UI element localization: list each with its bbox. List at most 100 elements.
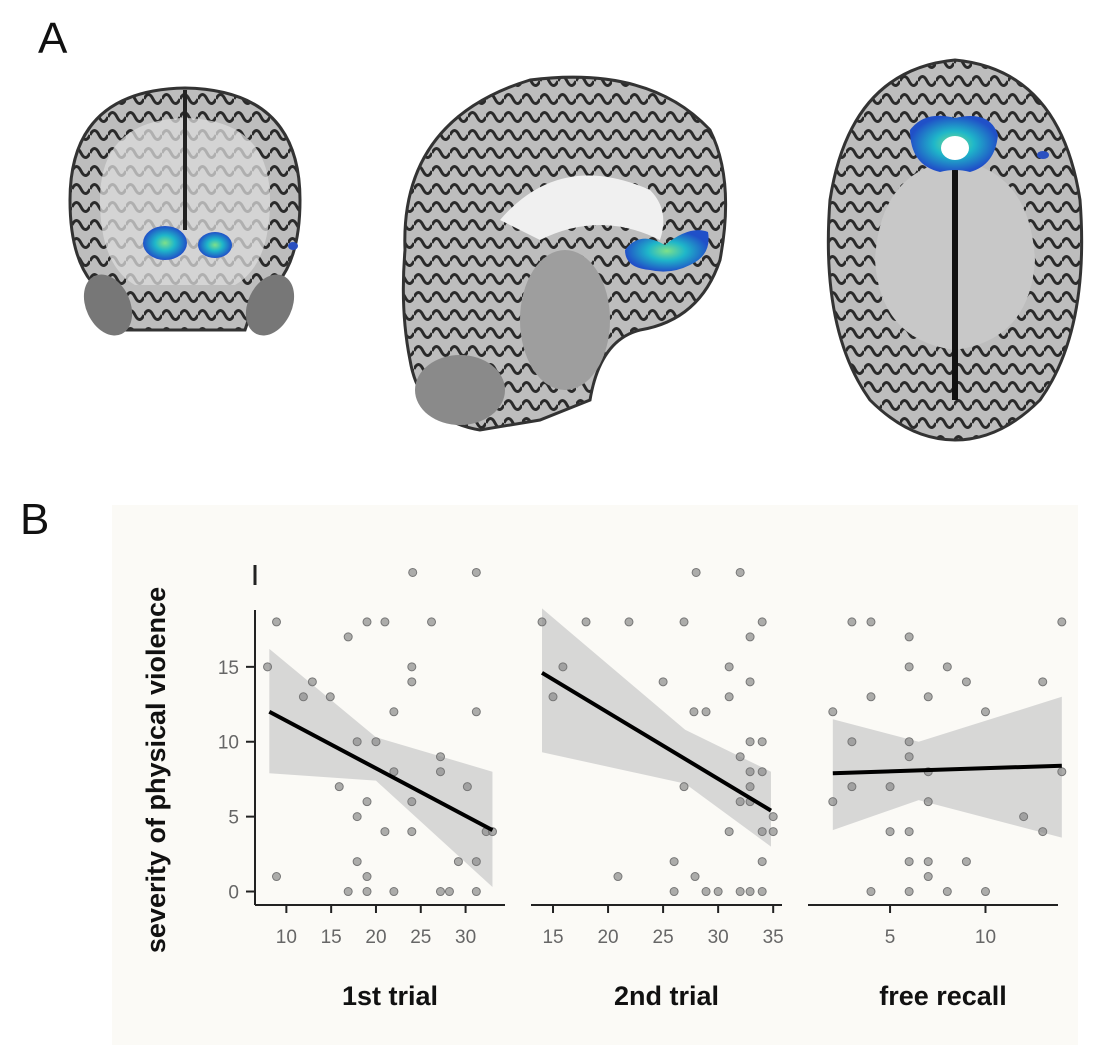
x-tick-label: 10 bbox=[975, 927, 996, 948]
data-point bbox=[669, 887, 679, 897]
data-point bbox=[866, 617, 876, 627]
data-point bbox=[1038, 677, 1048, 687]
data-point bbox=[961, 677, 971, 687]
data-point bbox=[407, 797, 417, 807]
data-point bbox=[407, 662, 417, 672]
x-tick-label: 20 bbox=[365, 927, 386, 948]
x-tick-label: 35 bbox=[763, 927, 784, 948]
data-point bbox=[679, 617, 689, 627]
data-point bbox=[352, 737, 362, 747]
data-point bbox=[745, 632, 755, 642]
data-point bbox=[343, 887, 353, 897]
data-point bbox=[352, 857, 362, 867]
y-tick-label: 15 bbox=[218, 658, 239, 679]
axial-brain-slice bbox=[826, 58, 1084, 442]
data-point bbox=[462, 782, 472, 792]
panel-a-label: A bbox=[38, 14, 68, 63]
data-point bbox=[362, 887, 372, 897]
data-point bbox=[435, 887, 445, 897]
data-point bbox=[757, 857, 767, 867]
x-tick-label: 30 bbox=[455, 927, 476, 948]
data-point bbox=[866, 692, 876, 702]
y-axis-title: severity of physical violence bbox=[141, 587, 171, 953]
data-point bbox=[537, 617, 547, 627]
confidence-band bbox=[269, 648, 493, 888]
data-point bbox=[724, 662, 734, 672]
data-point bbox=[768, 812, 778, 822]
data-point bbox=[724, 827, 734, 837]
data-point bbox=[435, 752, 445, 762]
x-tick-label: 10 bbox=[276, 927, 297, 948]
data-point bbox=[690, 872, 700, 882]
data-point bbox=[923, 692, 933, 702]
y-tick-label: 5 bbox=[228, 808, 239, 829]
data-point bbox=[298, 692, 308, 702]
x-tick-label: 30 bbox=[708, 927, 729, 948]
data-point bbox=[691, 567, 701, 577]
data-point bbox=[325, 692, 335, 702]
data-point bbox=[548, 692, 558, 702]
x-tick-label: 25 bbox=[410, 927, 431, 948]
x-axis-title: 2nd trial bbox=[614, 981, 719, 1011]
x-tick-label: 15 bbox=[321, 927, 342, 948]
data-point bbox=[272, 872, 282, 882]
data-point bbox=[389, 707, 399, 717]
data-point bbox=[745, 737, 755, 747]
data-point bbox=[904, 737, 914, 747]
regression-line bbox=[832, 763, 1062, 776]
data-point bbox=[757, 617, 767, 627]
data-point bbox=[435, 767, 445, 777]
data-point bbox=[380, 827, 390, 837]
confidence-band bbox=[542, 608, 771, 847]
x-tick-label: 5 bbox=[885, 927, 896, 948]
data-point bbox=[389, 887, 399, 897]
data-point bbox=[885, 827, 895, 837]
data-point bbox=[343, 632, 353, 642]
data-point bbox=[471, 707, 481, 717]
data-point bbox=[942, 887, 952, 897]
data-point bbox=[923, 872, 933, 882]
data-point bbox=[904, 887, 914, 897]
scatter-panels: 10 15 20 25 30 1st trial 0 5 10 15 severity of phy… bbox=[141, 565, 1067, 1011]
data-point bbox=[362, 872, 372, 882]
regression-line bbox=[540, 671, 773, 813]
data-point bbox=[444, 887, 454, 897]
data-point bbox=[735, 887, 745, 897]
data-point bbox=[334, 782, 344, 792]
data-point bbox=[847, 737, 857, 747]
data-point bbox=[407, 827, 417, 837]
data-point bbox=[272, 617, 282, 627]
data-point bbox=[362, 797, 372, 807]
data-point bbox=[453, 857, 463, 867]
data-point bbox=[362, 617, 372, 627]
data-point bbox=[847, 782, 857, 792]
data-point bbox=[701, 707, 711, 717]
data-point bbox=[407, 677, 417, 687]
y-tick-label: 10 bbox=[218, 733, 239, 754]
data-point bbox=[768, 827, 778, 837]
regression-line bbox=[268, 710, 494, 832]
data-point bbox=[904, 632, 914, 642]
coronal-brain-slice bbox=[68, 86, 302, 336]
data-point bbox=[904, 857, 914, 867]
data-point bbox=[745, 887, 755, 897]
data-point bbox=[679, 782, 689, 792]
data-point bbox=[471, 857, 481, 867]
data-point bbox=[735, 797, 745, 807]
data-point bbox=[904, 662, 914, 672]
x-tick-label: 15 bbox=[542, 927, 563, 948]
data-point bbox=[885, 782, 895, 792]
x-tick-label: 20 bbox=[597, 927, 618, 948]
data-point bbox=[380, 617, 390, 627]
scatter-panel-2: 15 20 25 30 35 2nd trial bbox=[531, 567, 784, 1011]
activation-blob bbox=[1037, 151, 1049, 159]
data-point bbox=[757, 767, 767, 777]
data-point bbox=[866, 887, 876, 897]
data-point bbox=[1057, 767, 1067, 777]
data-point bbox=[745, 767, 755, 777]
sagittal-brain-slice bbox=[401, 75, 728, 432]
data-point bbox=[980, 887, 990, 897]
data-point bbox=[689, 707, 699, 717]
data-point bbox=[624, 617, 634, 627]
